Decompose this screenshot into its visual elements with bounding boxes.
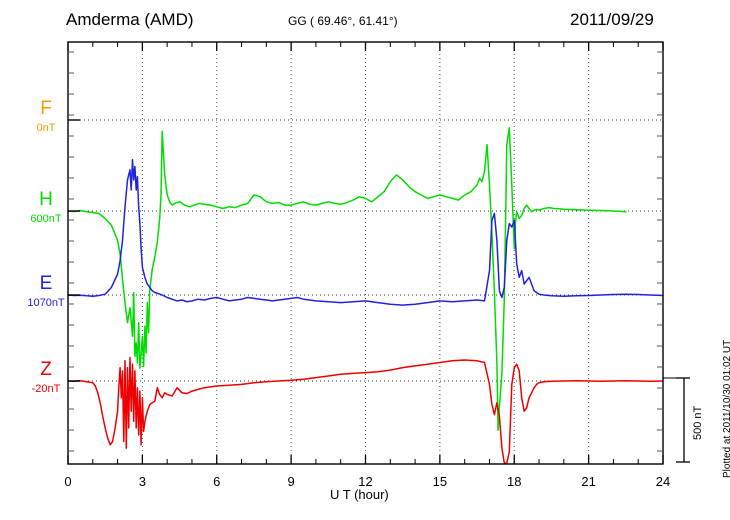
trace-Z (67, 356, 664, 464)
component-baseline-Z: -20nT (32, 383, 61, 395)
xtick-label: 9 (288, 474, 295, 489)
traces-layer (67, 127, 664, 464)
xtick-label: 3 (139, 474, 146, 489)
scalebar-label: 500 nT (692, 405, 704, 440)
observation-date: 2011/09/29 (570, 10, 654, 29)
component-baseline-H: 600nT (30, 213, 61, 225)
component-letter-F: F (40, 98, 52, 119)
station-title: Amderma (AMD) (66, 10, 194, 29)
xtick-label: 0 (64, 474, 71, 489)
plot-frame (67, 41, 664, 465)
trace-H (67, 127, 627, 431)
component-letter-H: H (39, 189, 53, 210)
grid-layer (68, 42, 663, 464)
xaxis-title: U T (hour) (330, 487, 389, 502)
geographic-coordinates: GG ( 69.46°, 61.41°) (288, 14, 398, 28)
component-baseline-E: 1070nT (27, 297, 65, 309)
xtick-label: 21 (581, 474, 595, 489)
xtick-label: 18 (507, 474, 521, 489)
component-letter-E: E (40, 273, 53, 294)
component-baseline-F: 0nT (37, 122, 56, 134)
xtick-label: 6 (213, 474, 220, 489)
xtick-label: 24 (656, 474, 670, 489)
component-letter-Z: Z (40, 359, 52, 380)
trace-E (67, 159, 664, 306)
component-labels-layer: F 0nT H 600nT E 1070nT Z -20nT (27, 98, 65, 395)
plotted-timestamp: Plotted at 2011/10/30 01:02 UT (722, 339, 730, 478)
scale-bar (663, 377, 690, 463)
axes-layer: 0 3 6 9 12 15 18 21 24 (64, 41, 670, 489)
xtick-label: 15 (433, 474, 447, 489)
xtick-label: 12 (358, 474, 372, 489)
